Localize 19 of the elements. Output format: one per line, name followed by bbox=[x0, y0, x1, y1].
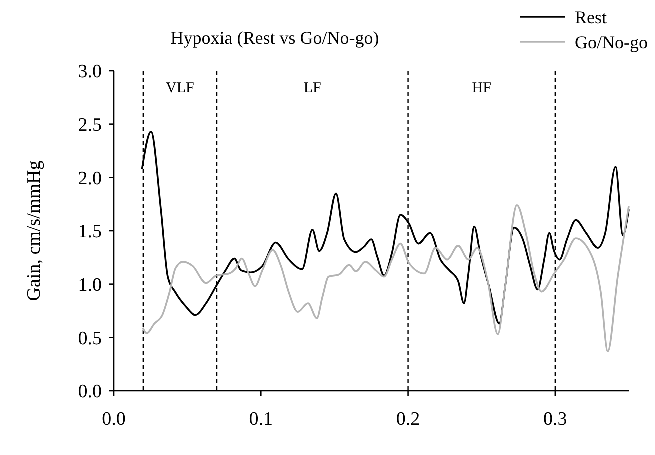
y-tick-label: 1.0 bbox=[78, 274, 102, 296]
legend-label: Go/No-go bbox=[575, 32, 648, 52]
annotation: VLF bbox=[166, 80, 194, 96]
x-tick-label: 0.1 bbox=[249, 409, 274, 430]
y-tick-label: 0.0 bbox=[78, 382, 102, 403]
y-axis-title: Gain, cm/s/mmHg bbox=[24, 160, 45, 302]
annotation: LF bbox=[304, 80, 322, 96]
line-series bbox=[142, 204, 630, 352]
y-tick-label: 3.0 bbox=[78, 62, 102, 83]
annotation: HF bbox=[472, 80, 492, 96]
x-tick-label: 0.0 bbox=[102, 409, 126, 430]
y-tick-label: 1.5 bbox=[78, 222, 102, 243]
y-tick-label: 2.0 bbox=[78, 168, 102, 190]
chart-title: Hypoxia (Rest vs Go/No-go) bbox=[170, 28, 380, 48]
x-tick-label: 0.3 bbox=[544, 409, 568, 430]
y-tick-label: 0.5 bbox=[78, 328, 102, 350]
x-tick-label: 0.2 bbox=[396, 409, 420, 430]
legend-label: Rest bbox=[575, 7, 608, 28]
y-tick-label: 2.5 bbox=[78, 114, 102, 136]
